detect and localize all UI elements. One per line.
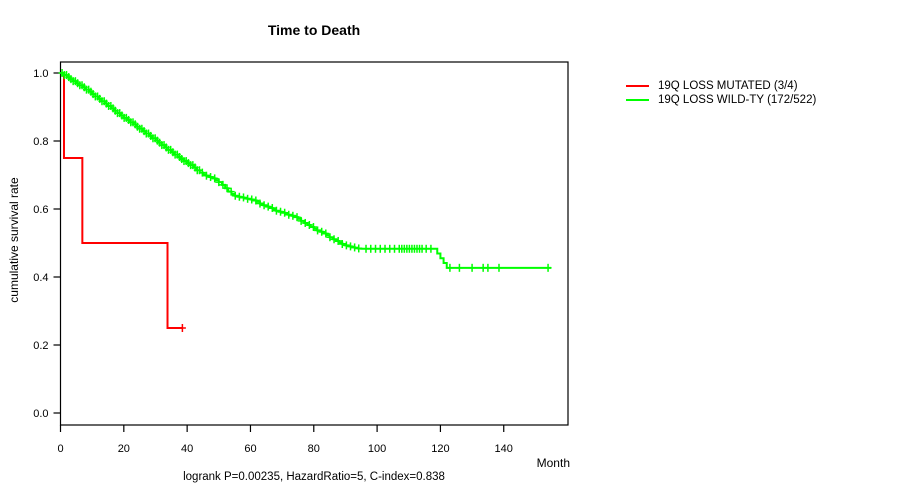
y-tick-label: 1.0 [33, 68, 48, 80]
y-tick-label: 0.6 [33, 204, 48, 216]
mutated-curve [60, 72, 183, 329]
y-axis-label: cumulative survival rate [7, 177, 21, 303]
x-tick-label: 20 [118, 443, 130, 455]
chart-title: Time to Death [267, 22, 361, 38]
x-tick-label: 0 [57, 443, 63, 455]
wildtype-line-swatch [626, 98, 649, 101]
legend-label-mutated: 19Q LOSS MUTATED (3/4) [658, 79, 798, 92]
y-tick-label: 0.0 [33, 408, 48, 420]
x-tick-label: 60 [244, 443, 256, 455]
stats-caption: logrank P=0.00235, HazardRatio=5, C-inde… [183, 471, 445, 483]
x-tick-label: 100 [368, 443, 386, 455]
x-tick-label: 140 [495, 443, 513, 455]
x-tick-label: 40 [181, 443, 193, 455]
y-tick-label: 0.2 [33, 340, 48, 352]
legend-item-mutated: 19Q LOSS MUTATED (3/4) [626, 79, 816, 92]
x-axis-label: Month [536, 456, 570, 470]
x-tick-label: 120 [431, 443, 449, 455]
x-tick-label: 80 [308, 443, 320, 455]
y-tick-label: 0.4 [33, 272, 48, 284]
y-tick-label: 0.8 [33, 136, 48, 148]
mutated-line-swatch [626, 84, 649, 87]
legend-label-wildtype: 19Q LOSS WILD-TY (172/522) [658, 93, 817, 106]
legend-item-wildtype: 19Q LOSS WILD-TY (172/522) [626, 93, 816, 106]
legend: 19Q LOSS MUTATED (3/4) 19Q LOSS WILD-TY … [626, 79, 816, 106]
wildtype-curve [60, 72, 552, 269]
